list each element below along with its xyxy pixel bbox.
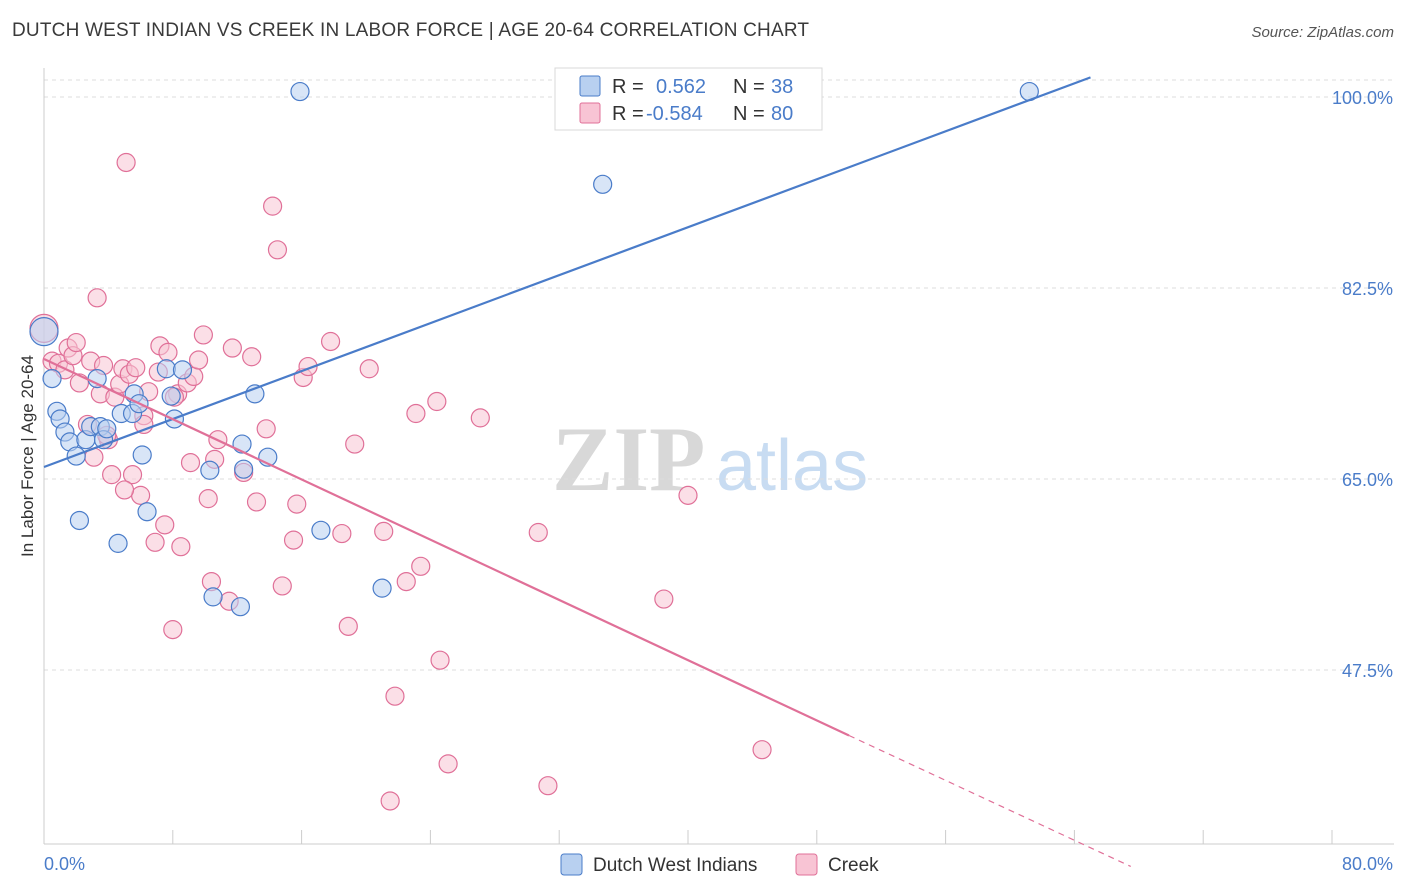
creek-point	[242, 347, 262, 367]
creek-point	[287, 494, 307, 514]
dutch-point	[137, 502, 157, 522]
legend-n-value-dutch: 38	[771, 76, 793, 98]
creek-point	[171, 537, 191, 557]
creek-point	[406, 403, 426, 424]
creek-point	[222, 338, 242, 358]
creek-point	[345, 434, 365, 454]
dutch-point	[69, 510, 90, 531]
bottom-legend-swatch-dutch	[560, 853, 583, 876]
creek-point	[272, 576, 292, 596]
dutch-point	[108, 533, 128, 553]
creek-point	[438, 754, 458, 774]
dutch-point	[200, 460, 220, 480]
creek-point	[263, 196, 283, 216]
dutch-point	[593, 174, 613, 194]
creek-point	[338, 616, 358, 636]
creek-point	[180, 453, 201, 473]
y-tick-label: 82.5%	[1342, 279, 1393, 299]
creek-trend-extension	[848, 734, 1132, 868]
legend-n-value-creek: 80	[771, 103, 793, 125]
dutch-point	[29, 317, 59, 347]
x-tick-label-min: 0.0%	[44, 854, 85, 874]
dutch-point	[161, 386, 181, 406]
creek-point	[114, 480, 135, 500]
creek-point	[430, 650, 450, 670]
creek-point	[427, 391, 447, 412]
creek-point	[332, 523, 352, 544]
creek-point	[359, 359, 379, 379]
creek-point	[246, 492, 267, 512]
dutch-point	[230, 597, 251, 617]
legend-r-value-dutch: 0.562	[656, 76, 706, 98]
y-tick-label: 100.0%	[1332, 88, 1393, 108]
chart-title: DUTCH WEST INDIAN VS CREEK IN LABOR FORC…	[12, 20, 810, 41]
creek-point	[126, 358, 146, 378]
creek-point	[188, 350, 209, 370]
legend-r-value-creek: -0.584	[646, 103, 703, 125]
legend-r-label-creek: R =	[612, 103, 644, 125]
creek-point	[155, 515, 175, 535]
dutch-point	[203, 587, 223, 607]
creek-point	[163, 620, 183, 640]
creek-trend-line	[43, 357, 850, 737]
dutch-trend-line	[43, 76, 1091, 469]
creek-point	[752, 740, 772, 760]
creek-point	[396, 571, 416, 592]
watermark-atlas: atlas	[716, 426, 868, 506]
dutch-point	[311, 520, 331, 540]
axes	[43, 68, 1394, 845]
creek-point	[267, 240, 288, 260]
x-tick-label-max: 80.0%	[1342, 854, 1393, 874]
creek-point	[374, 521, 394, 541]
bottom-legend-swatch-creek	[795, 853, 818, 876]
y-tick-label: 47.5%	[1342, 661, 1393, 681]
dutch-point	[234, 459, 254, 479]
bottom-legend-label-dutch: Dutch West Indians	[593, 855, 757, 876]
dutch-point	[42, 368, 62, 389]
creek-point	[283, 530, 304, 550]
y-tick-label: 65.0%	[1342, 470, 1393, 490]
creek-point	[256, 419, 276, 439]
legend-n-label-creek: N =	[733, 103, 765, 125]
creek-point	[131, 485, 151, 505]
y-tick-labels: 47.5% 65.0% 82.5% 100.0%	[1332, 88, 1393, 681]
dutch-point	[372, 578, 392, 598]
creek-point	[66, 332, 86, 353]
creek-point	[470, 408, 490, 428]
legend: R = 0.562 N = 38 R = -0.584 N = 80	[554, 67, 823, 131]
legend-r-label-dutch: R =	[612, 76, 644, 98]
dutch-point	[172, 360, 193, 380]
creek-point	[122, 465, 143, 485]
bottom-legend-label-creek: Creek	[828, 855, 879, 876]
creek-point	[678, 485, 698, 505]
gridlines	[44, 79, 1394, 671]
creek-point	[654, 589, 674, 609]
legend-swatch-dutch	[579, 75, 601, 97]
creek-point	[411, 556, 431, 576]
creek-point	[193, 325, 213, 345]
creek-point	[528, 522, 548, 543]
x-ticks	[43, 830, 1333, 844]
creek-point	[102, 465, 122, 485]
legend-n-label-dutch: N =	[733, 76, 765, 98]
y-axis-label: In Labor Force | Age 20-64	[18, 355, 37, 557]
creek-point	[385, 686, 405, 706]
source-label: Source: ZipAtlas.com	[1251, 24, 1394, 41]
dutch-point	[290, 81, 310, 102]
trend-lines	[43, 76, 1132, 868]
creek-point	[87, 288, 107, 308]
creek-point	[116, 152, 136, 173]
bottom-legend: Dutch West Indians Creek	[560, 853, 879, 876]
dutch-point	[156, 359, 176, 379]
creek-point	[380, 791, 400, 811]
legend-swatch-creek	[579, 102, 601, 124]
creek-point	[198, 489, 218, 509]
creek-point	[158, 342, 178, 362]
dutch-point	[97, 419, 117, 439]
dutch-point	[132, 445, 152, 465]
creek-point	[538, 776, 558, 796]
creek-point	[320, 331, 341, 352]
creek-point	[145, 532, 165, 552]
